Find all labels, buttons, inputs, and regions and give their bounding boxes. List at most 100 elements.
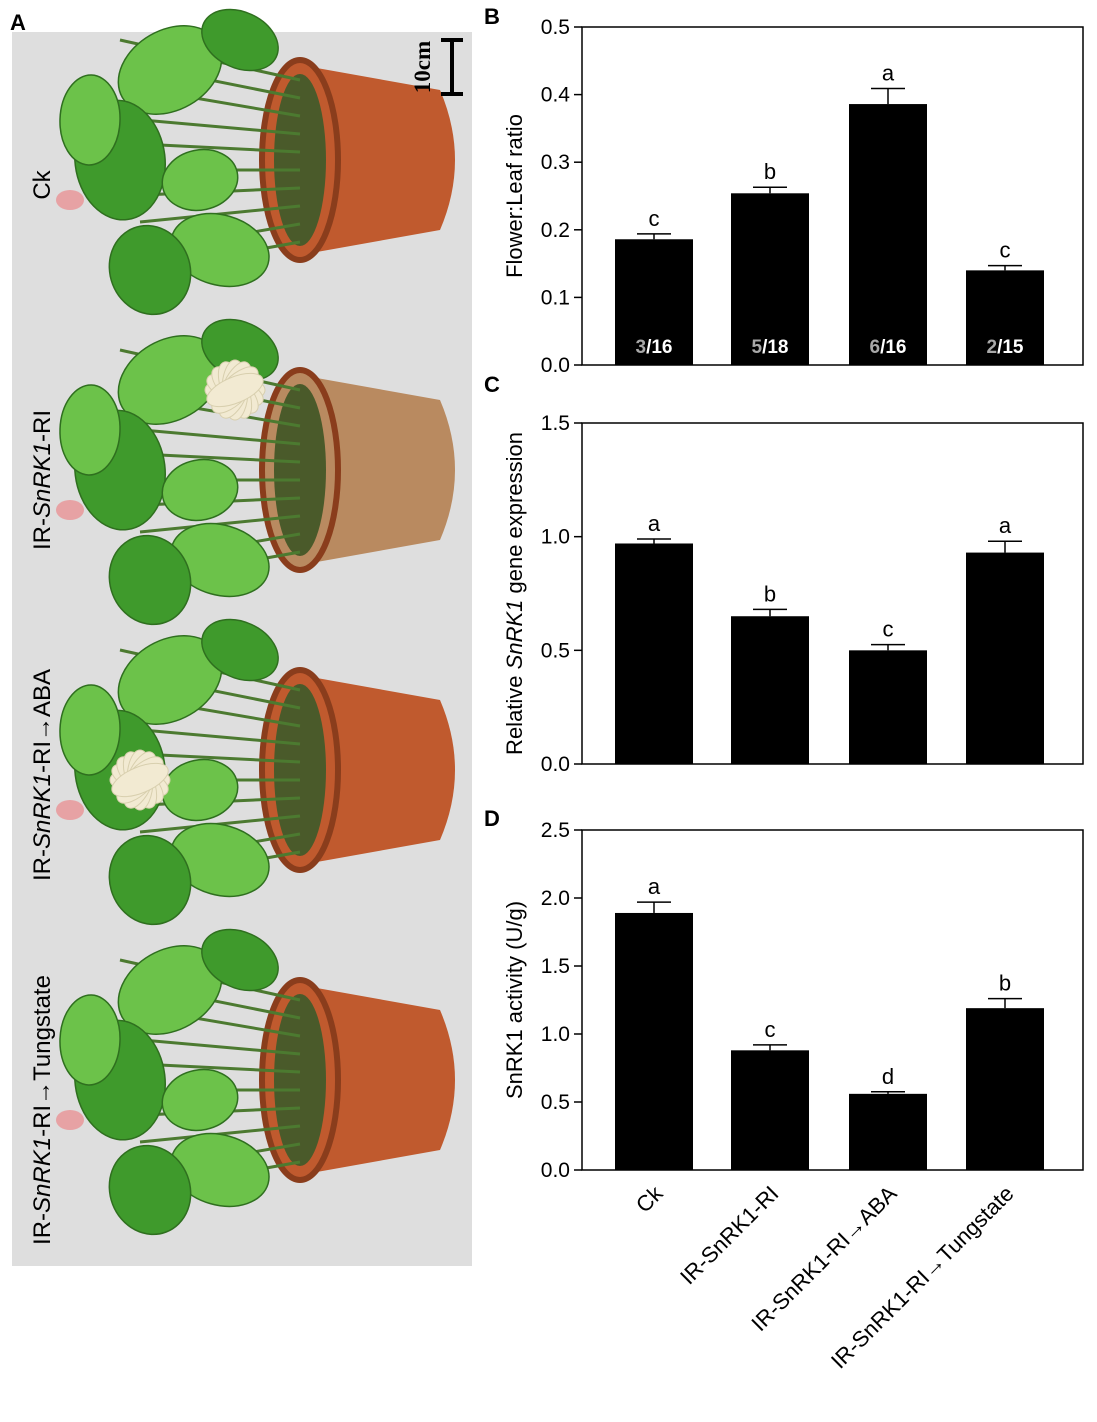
lotus-flower-petal <box>206 372 264 408</box>
flower-count: 2 <box>987 337 998 358</box>
y-tick-label: 0.2 <box>541 219 570 242</box>
y-axis-title: Relative SnRK1 gene expression <box>502 432 527 755</box>
panel-letter-c: C <box>484 372 500 397</box>
y-tick-label: 1.0 <box>541 526 570 549</box>
y-axis-title-part: SnRK1 activity (U/g) <box>502 901 527 1099</box>
y-tick-label: 2.0 <box>541 887 570 910</box>
lotus-leaf <box>108 534 192 626</box>
panel-letter-a: A <box>10 10 26 35</box>
bar <box>966 552 1044 764</box>
leaf-count: /16 <box>646 337 672 358</box>
y-tick-label: 0.5 <box>541 639 570 662</box>
flower-leaf-count-label: 3/16 <box>636 337 673 358</box>
bar <box>849 104 927 366</box>
y-tick-label: 0.0 <box>541 1159 570 1182</box>
y-axis-title-part: SnRK1 <box>502 600 527 670</box>
leaf-count: /16 <box>880 337 906 358</box>
bar <box>849 650 927 764</box>
y-axis-title-part: Relative <box>502 669 527 755</box>
flower-count: 6 <box>870 337 881 358</box>
y-tick-label: 0.4 <box>541 84 571 107</box>
pot-soil <box>274 384 326 556</box>
panel-c-snrk1-expression-chart: C 0.0 0.5 1.0 1.5 Relative SnRK1 gene express… <box>484 372 1084 776</box>
bar <box>731 193 809 365</box>
y-tick-label: 0.0 <box>541 354 570 377</box>
plot-frame <box>581 26 1084 366</box>
y-axis-title-part: Flower:Leaf ratio <box>502 114 527 278</box>
significance-letter: c <box>649 206 660 231</box>
plant-label-4-part: IR- <box>29 1213 56 1245</box>
significance-letter: c <box>883 617 894 642</box>
plant-label-2: IR-SnRK1-RI <box>29 410 56 550</box>
pot <box>300 65 455 255</box>
y-tick-label: 0.1 <box>541 286 570 309</box>
plant-label-2-part: SnRK1 <box>29 442 56 518</box>
significance-letter: a <box>648 874 661 899</box>
panel-letter-d: D <box>484 806 500 831</box>
pot-soil <box>274 994 326 1166</box>
bar <box>966 1008 1044 1170</box>
pot-soil <box>274 684 326 856</box>
leaf-count: /18 <box>762 337 788 358</box>
plant-label-2-part: IR- <box>29 518 56 550</box>
lotus-leaf <box>161 1068 239 1132</box>
bar <box>849 1093 927 1170</box>
y-axis-title: SnRK1 activity (U/g) <box>502 901 527 1099</box>
leaf-count: /15 <box>997 337 1024 358</box>
category-axis-labels: Ck IR-SnRK1-RIIR-SnRK1-RI→ABAIR-SnRK1-RI→… <box>631 1180 1019 1373</box>
scale-bar: 10cm <box>410 38 463 96</box>
lotus-bud <box>56 190 84 210</box>
lotus-leaf <box>59 684 121 776</box>
bar <box>966 270 1044 365</box>
x-category-label: Ck <box>631 1180 668 1217</box>
lotus-bud <box>56 500 84 520</box>
plot-frame <box>581 829 1084 1171</box>
plant-label-3-part: SnRK1 <box>29 773 56 849</box>
lotus-leaf <box>161 148 239 212</box>
lotus-leaf <box>108 224 192 316</box>
y-tick-label: 1.5 <box>541 412 570 435</box>
plant-label-4-part: -RI→Tungstate <box>29 975 56 1137</box>
significance-letter: b <box>764 581 776 606</box>
y-axis-title: Flower:Leaf ratio <box>502 114 527 278</box>
lotus-bud <box>56 1110 84 1130</box>
significance-letter: a <box>999 513 1012 538</box>
bar <box>731 1050 809 1170</box>
lotus-leaf <box>201 928 279 992</box>
y-tick-label: 1.0 <box>541 1023 570 1046</box>
y-axis-title-part: gene expression <box>502 432 527 600</box>
lotus-leaf <box>59 384 121 476</box>
lotus-leaf <box>161 458 239 522</box>
plant-label-3: IR-SnRK1-RI→ABA <box>29 669 56 881</box>
significance-letter: c <box>765 1017 776 1042</box>
flower-count: 3 <box>636 337 647 358</box>
stem <box>139 752 301 764</box>
flower-leaf-count-label: 2/15 <box>987 337 1024 358</box>
panel-d-snrk1-activity-chart: D 0.0 0.5 1.0 1.5 2.0 2.5 SnRK1 activity (U/g) a… <box>484 806 1084 1182</box>
stem <box>139 1062 301 1074</box>
y-tick-label: 0.0 <box>541 753 570 776</box>
y-tick-label: 0.5 <box>541 1091 570 1114</box>
flower-leaf-count-label: 6/16 <box>870 337 907 358</box>
stem <box>139 452 301 464</box>
significance-letter: a <box>648 511 661 536</box>
plant-label-3-part: IR- <box>29 849 56 881</box>
bar <box>615 912 693 1170</box>
bar <box>615 239 693 365</box>
pot-soil <box>274 74 326 246</box>
significance-letter: d <box>882 1064 894 1089</box>
pot <box>300 675 455 865</box>
significance-letter: b <box>999 971 1011 996</box>
plant-label-1: Ck <box>29 169 56 199</box>
panel-b-flower-leaf-ratio-chart: B 0.0 0.1 0.2 0.3 0.4 0.5 Flower:Leaf ratio c 3/1… <box>484 4 1084 377</box>
y-tick-label: 0.3 <box>541 151 570 174</box>
flower-leaf-count-label: 5/18 <box>752 337 789 358</box>
significance-letter: b <box>764 159 776 184</box>
y-tick-label: 0.5 <box>541 16 570 39</box>
plant-label-1-part: Ck <box>29 169 56 199</box>
flower-count: 5 <box>752 337 763 358</box>
plant-label-4: IR-SnRK1-RI→Tungstate <box>29 975 56 1245</box>
stem <box>139 142 301 154</box>
lotus-leaf <box>108 1144 192 1236</box>
